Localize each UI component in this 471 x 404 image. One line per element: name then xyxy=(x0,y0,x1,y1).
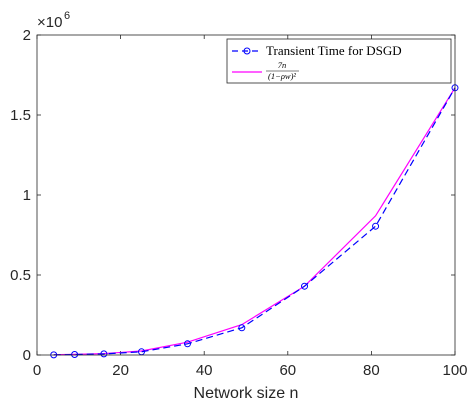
legend: Transient Time for DSGD 7n (1−ρw)² xyxy=(226,38,452,84)
y-tick-label: 2 xyxy=(23,27,31,44)
data-point-dsgd xyxy=(372,222,380,230)
x-axis-label: Network size n xyxy=(194,385,299,402)
series-layer xyxy=(50,84,459,359)
data-point-dsgd xyxy=(71,351,79,359)
data-point-dsgd xyxy=(100,350,108,358)
plot-area xyxy=(37,35,455,355)
ticks: 0 20 40 60 80 100 0 0.5 1 1.5 2 xyxy=(10,27,467,379)
data-point-dsgd xyxy=(301,282,309,290)
y-tick-label: 0.5 xyxy=(10,267,31,284)
y-tick-label: 0 xyxy=(23,347,31,364)
plot-frame xyxy=(36,34,456,356)
x-tick-label: 100 xyxy=(442,362,467,379)
legend-marker-dsgd xyxy=(243,47,251,55)
y-multiplier-exponent: 6 xyxy=(64,10,70,22)
series-line-bound xyxy=(53,87,456,356)
y-tick-label: 1.5 xyxy=(10,107,31,124)
legend-label-bound-numerator: 7n xyxy=(278,60,287,70)
legend-box xyxy=(226,38,452,84)
y-multiplier-label: ×10 xyxy=(37,14,62,31)
x-tick-label: 40 xyxy=(196,362,213,379)
x-tick-label: 60 xyxy=(279,362,296,379)
x-tick-label: 80 xyxy=(363,362,380,379)
x-tick-label: 0 xyxy=(33,362,41,379)
data-point-dsgd xyxy=(183,340,191,348)
legend-label-bound-denominator: (1−ρw)² xyxy=(268,71,296,81)
data-point-dsgd xyxy=(238,324,246,332)
y-tick-label: 1 xyxy=(23,187,31,204)
series-line-dsgd xyxy=(53,87,456,356)
legend-label-dsgd: Transient Time for DSGD xyxy=(266,43,402,58)
x-tick-label: 20 xyxy=(112,362,129,379)
